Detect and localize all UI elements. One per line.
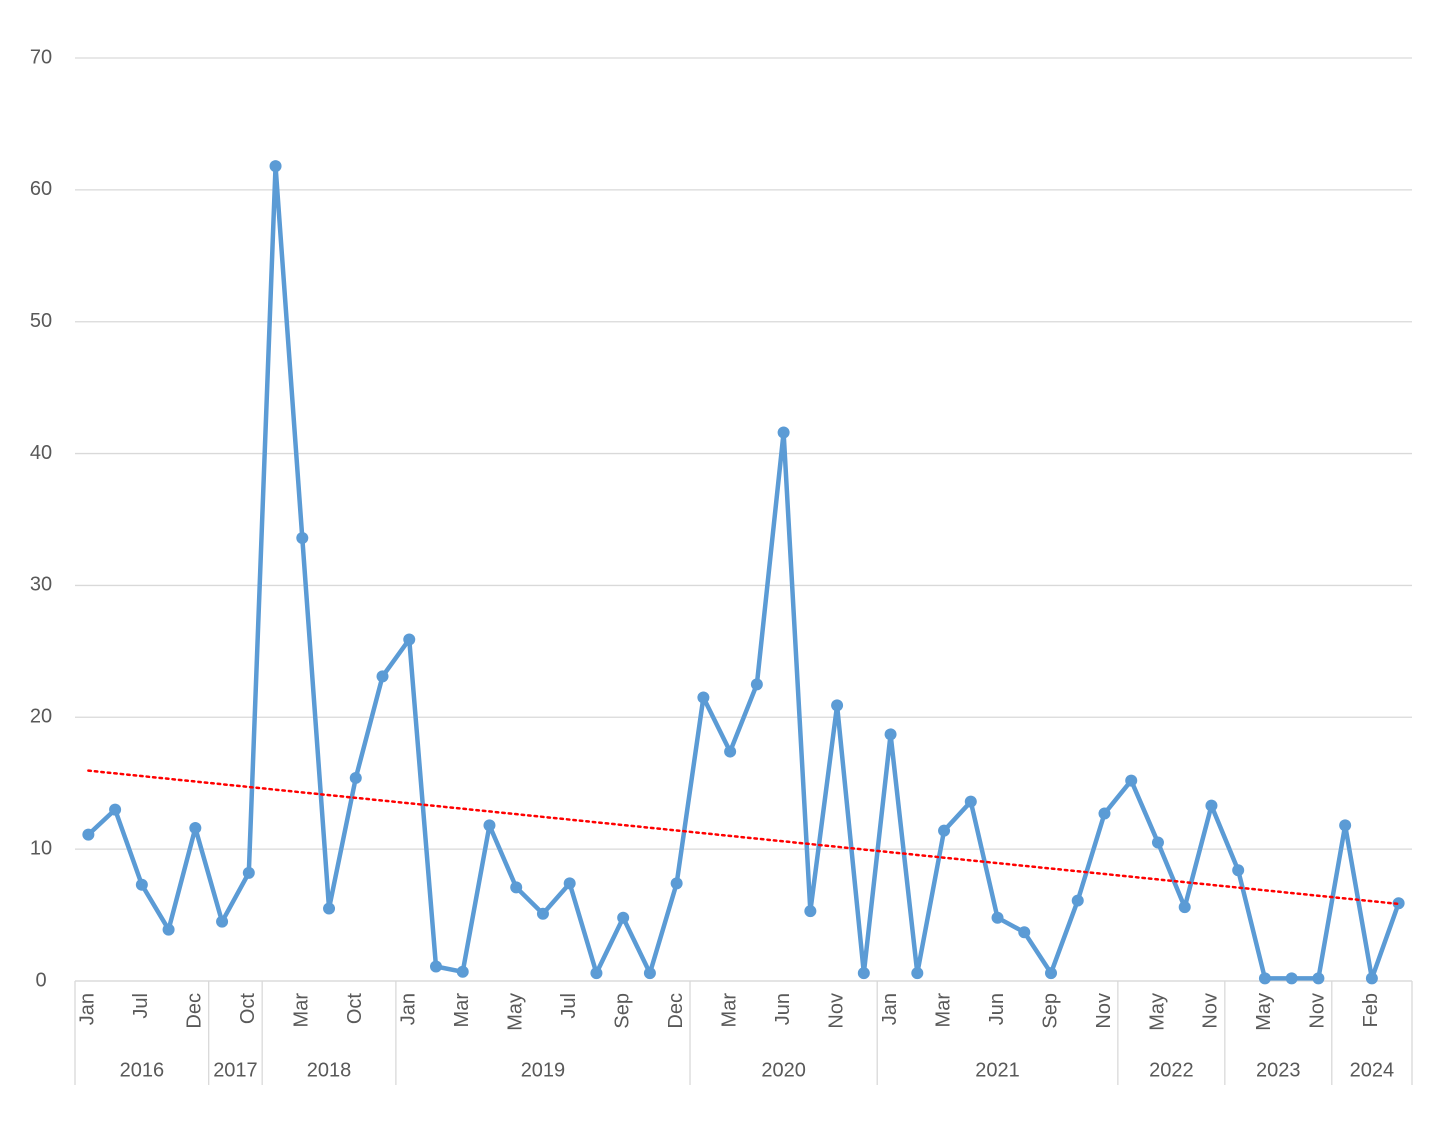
data-point <box>349 771 362 784</box>
x-tick-label: Sep <box>1039 993 1061 1029</box>
data-point <box>831 699 844 712</box>
data-point <box>1312 972 1325 985</box>
x-tick-label: Nov <box>1307 993 1329 1029</box>
data-line <box>86 163 1401 981</box>
data-point <box>135 878 148 891</box>
x-tick-label: Jan <box>77 993 99 1025</box>
data-point <box>1125 774 1138 787</box>
data-point <box>1205 799 1218 812</box>
data-point <box>323 902 336 915</box>
x-tick-label: Jul <box>558 993 580 1019</box>
y-tick-label: 10 <box>30 837 52 859</box>
x-tick-label: Nov <box>825 993 847 1029</box>
data-point <box>617 911 630 924</box>
x-tick-label: Dec <box>665 993 687 1029</box>
y-tick-label: 50 <box>30 310 52 332</box>
trendline <box>87 769 1400 906</box>
data-point <box>1232 864 1245 877</box>
year-label: 2018 <box>307 1059 352 1081</box>
data-point <box>563 877 576 890</box>
data-point <box>456 965 469 978</box>
x-tick-label: Nov <box>1200 993 1222 1029</box>
data-point <box>724 745 737 758</box>
data-point <box>991 911 1004 924</box>
data-point <box>1365 972 1378 985</box>
y-tick-label: 60 <box>30 178 52 200</box>
x-tick-label: Jul <box>130 993 152 1019</box>
data-point <box>216 915 229 928</box>
x-tick-label: Mar <box>451 993 473 1028</box>
x-tick-label: Mar <box>718 993 740 1028</box>
x-tick-label: Oct <box>344 993 366 1025</box>
data-point <box>242 866 255 879</box>
year-label: 2023 <box>1256 1059 1301 1081</box>
data-point <box>697 691 710 704</box>
data-point <box>1392 897 1405 910</box>
x-tick-label: May <box>1253 993 1275 1031</box>
y-tick-label: 0 <box>35 969 46 991</box>
x-tick-label: Sep <box>611 993 633 1029</box>
x-tick-label: Mar <box>291 993 313 1028</box>
data-point <box>590 967 603 980</box>
data-point <box>777 426 790 439</box>
data-point <box>643 967 656 980</box>
x-tick-label: Dec <box>184 993 206 1029</box>
data-point <box>938 824 951 837</box>
data-point <box>884 728 897 741</box>
data-point <box>82 828 95 841</box>
x-tick-label: May <box>504 993 526 1031</box>
data-point <box>1258 972 1271 985</box>
year-label: 2017 <box>213 1059 258 1081</box>
x-tick-label: Oct <box>237 993 259 1025</box>
x-tick-label: Jun <box>772 993 794 1025</box>
data-point <box>376 670 389 683</box>
data-point <box>1098 807 1111 820</box>
x-tick-label: Nov <box>1093 993 1115 1029</box>
data-point <box>1339 819 1352 832</box>
y-tick-label: 20 <box>30 706 52 728</box>
year-label: 2020 <box>761 1059 806 1081</box>
data-point <box>1178 901 1191 914</box>
data-point <box>911 967 924 980</box>
data-point <box>1071 894 1084 907</box>
data-point <box>536 907 549 920</box>
data-point <box>269 160 282 173</box>
y-tick-label: 40 <box>30 442 52 464</box>
data-point <box>857 967 870 980</box>
x-tick-label: Mar <box>932 993 954 1028</box>
x-tick-label: May <box>1146 993 1168 1031</box>
data-point <box>964 795 977 808</box>
data-point <box>1285 972 1298 985</box>
year-label: 2021 <box>975 1059 1020 1081</box>
data-point <box>109 803 122 816</box>
x-tick-label: Jan <box>879 993 901 1025</box>
data-point <box>804 905 817 918</box>
year-label: 2022 <box>1149 1059 1194 1081</box>
data-point <box>189 822 202 835</box>
x-tick-label: Feb <box>1360 993 1382 1027</box>
data-point <box>296 531 309 544</box>
data-point <box>750 678 763 691</box>
data-point <box>510 881 523 894</box>
data-point <box>403 633 416 646</box>
data-point <box>1018 926 1031 939</box>
data-point <box>162 923 175 936</box>
data-point <box>429 960 442 973</box>
x-tick-label: Jan <box>398 993 420 1025</box>
data-point <box>670 877 683 890</box>
x-tick-label: Jun <box>986 993 1008 1025</box>
y-tick-label: 70 <box>30 46 52 68</box>
y-tick-label: 30 <box>30 574 52 596</box>
year-label: 2016 <box>120 1059 165 1081</box>
data-point <box>483 819 496 832</box>
year-label: 2019 <box>521 1059 566 1081</box>
data-point <box>1151 836 1164 849</box>
data-point <box>1045 967 1058 980</box>
year-label: 2024 <box>1350 1059 1395 1081</box>
